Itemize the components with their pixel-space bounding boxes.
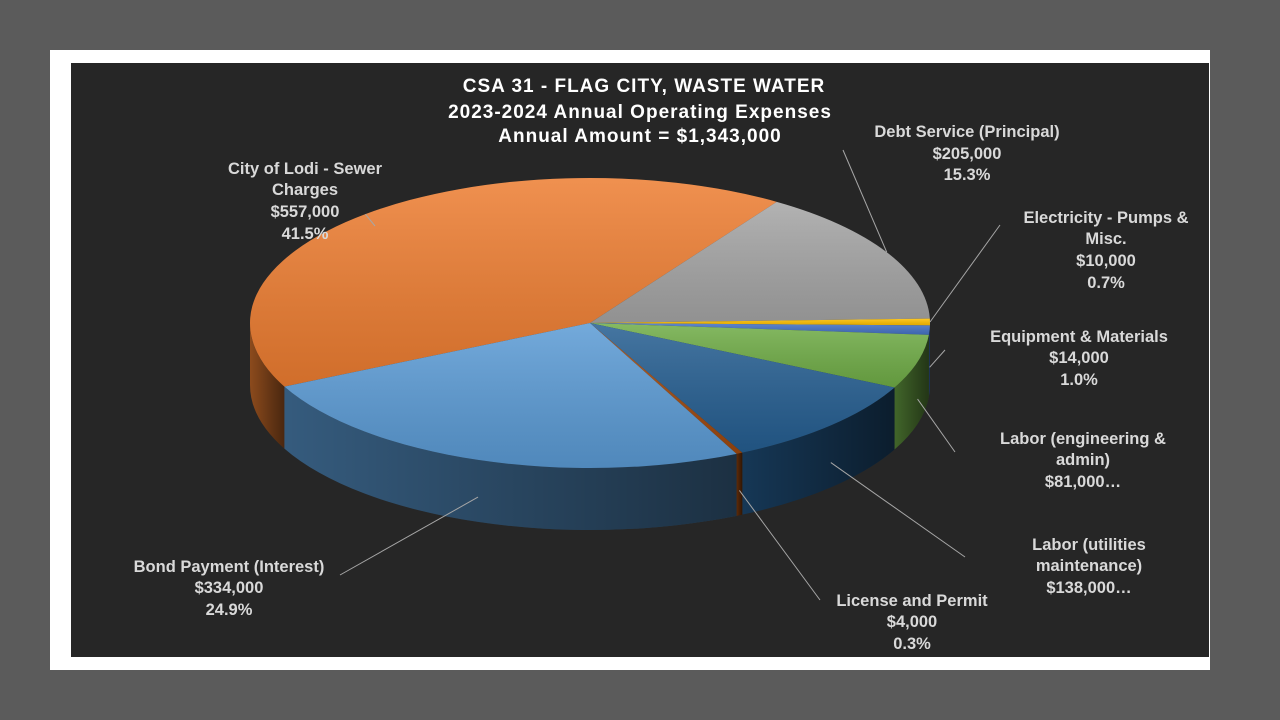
label-value: $205,000 xyxy=(933,145,1002,163)
label-name-line: City of Lodi - Sewer xyxy=(228,160,383,178)
label-value: $14,000 xyxy=(1049,349,1109,367)
label-value: $10,000 xyxy=(1076,252,1136,270)
label-name-line: admin) xyxy=(1056,451,1110,469)
data-label-equipment-materials: Equipment & Materials $14,000 1.0% xyxy=(990,328,1168,389)
chart-title-line-2: 2023-2024 Annual Operating Expenses xyxy=(448,102,832,123)
label-name-line: Equipment & Materials xyxy=(990,328,1168,346)
label-value: $81,000… xyxy=(1045,473,1121,491)
data-label-labor-engineering: Labor (engineering & admin) $81,000… xyxy=(1000,430,1166,491)
leader-line-equipment-materials xyxy=(929,349,946,368)
label-name-line: Labor (engineering & xyxy=(1000,430,1166,448)
label-name-line: Charges xyxy=(272,181,338,199)
label-percent: 24.9% xyxy=(206,601,253,619)
pie-slice-shade-city-of-lodi xyxy=(250,178,777,387)
label-name-line: Debt Service (Principal) xyxy=(874,123,1059,141)
data-label-license-permit: License and Permit $4,000 0.3% xyxy=(836,592,988,653)
pie-slice-shade-labor-engineering xyxy=(590,323,929,388)
chart-title-line-3: Annual Amount = $1,343,000 xyxy=(498,126,781,147)
label-percent: 1.0% xyxy=(1060,371,1098,389)
label-percent: 0.7% xyxy=(1087,274,1125,292)
pie-sides xyxy=(250,323,930,530)
label-name-line: maintenance) xyxy=(1036,557,1142,575)
pie-side-shade-city-of-lodi xyxy=(250,323,285,449)
data-label-debt-service: Debt Service (Principal) $205,000 15.3% xyxy=(874,123,1059,184)
label-name-line: Bond Payment (Interest) xyxy=(134,558,325,576)
pie-top xyxy=(250,178,930,469)
label-name-line: License and Permit xyxy=(836,592,988,610)
pie-slice-shade-bond-payment xyxy=(284,323,737,469)
pie-slice-shade-electricity xyxy=(590,318,930,326)
leader-line-debt-service xyxy=(842,149,888,253)
pie-side-shade-license-permit xyxy=(736,452,743,516)
label-percent: 0.3% xyxy=(893,635,931,653)
label-value: $334,000 xyxy=(195,579,264,597)
pie-side-shade-equipment-materials xyxy=(928,325,930,397)
pie-side-shade-labor-engineering xyxy=(894,334,929,450)
label-name-line: Electricity - Pumps & xyxy=(1023,209,1188,227)
pie-slice-shade-labor-utilities xyxy=(590,323,895,453)
leader-line-labor-utilities xyxy=(830,462,966,558)
pie-slice-shade-equipment-materials xyxy=(590,323,930,335)
leader-line-labor-engineering xyxy=(917,398,956,453)
data-label-labor-utilities: Labor (utilities maintenance) $138,000… xyxy=(1032,536,1146,597)
leader-line-electricity xyxy=(929,224,1001,323)
data-label-bond-payment: Bond Payment (Interest) $334,000 24.9% xyxy=(134,558,325,619)
chart-title: CSA 31 - FLAG CITY, WASTE WATER 2023-202… xyxy=(448,76,832,147)
chart-title-line-1: CSA 31 - FLAG CITY, WASTE WATER xyxy=(463,76,825,97)
label-percent: 41.5% xyxy=(282,225,329,243)
pie-side-shade-bond-payment xyxy=(284,386,737,530)
leader-lines xyxy=(339,149,1001,601)
leader-line-city-of-lodi xyxy=(365,213,376,227)
label-value: $138,000… xyxy=(1046,579,1131,597)
label-name-line: Misc. xyxy=(1085,230,1126,248)
label-value: $557,000 xyxy=(271,203,340,221)
data-label-electricity: Electricity - Pumps & Misc. $10,000 0.7% xyxy=(1023,209,1188,292)
data-label-city-of-lodi: City of Lodi - Sewer Charges $557,000 41… xyxy=(228,160,383,243)
label-value: $4,000 xyxy=(887,613,937,631)
leader-line-bond-payment xyxy=(339,496,479,576)
pie-slice-shade-license-permit xyxy=(590,323,743,454)
leader-line-license-permit xyxy=(739,490,821,601)
label-percent: 15.3% xyxy=(944,166,991,184)
pie-side-shade-labor-utilities xyxy=(742,387,895,515)
label-name-line: Labor (utilities xyxy=(1032,536,1146,554)
pie-slice-shade-debt-service xyxy=(590,201,930,323)
